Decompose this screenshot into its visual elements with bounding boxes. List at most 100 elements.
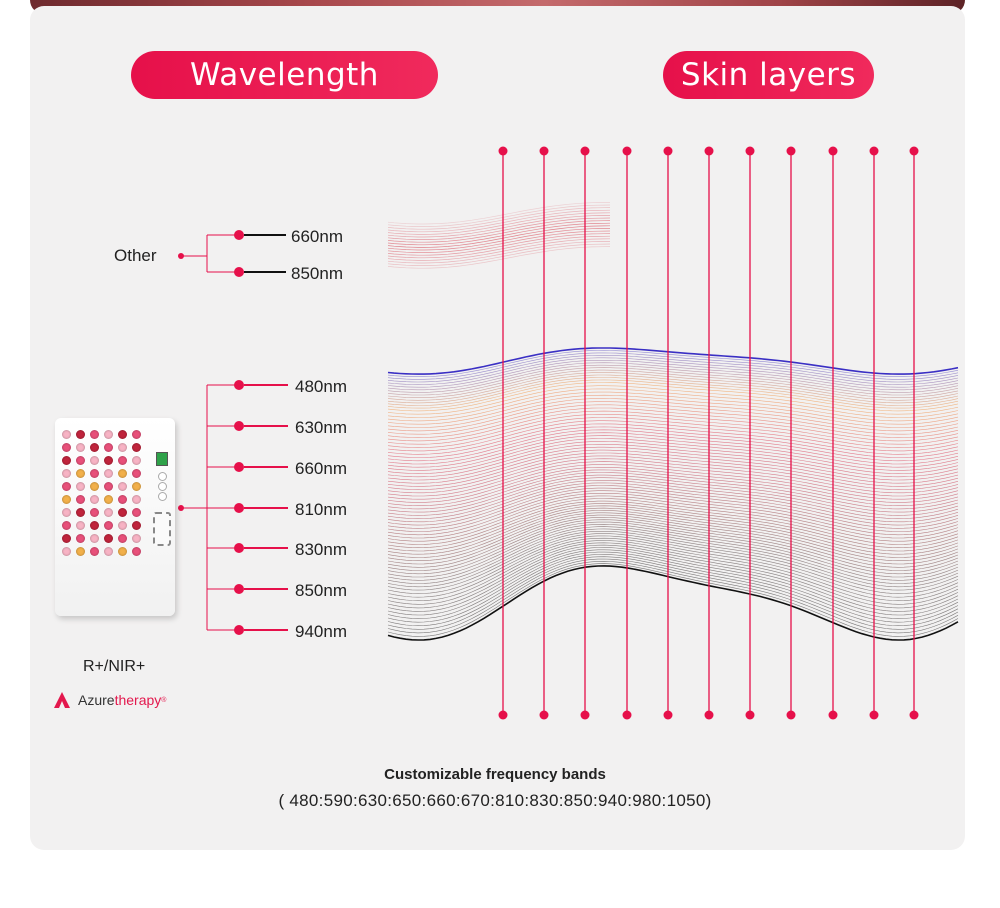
wavelength-item-660: 660nm xyxy=(295,459,347,478)
led-bulb xyxy=(104,534,113,543)
wavelength-header: Wavelength xyxy=(131,51,438,99)
content-panel xyxy=(30,6,965,850)
skin-layer-bottom-dot xyxy=(539,710,549,720)
led-bulb xyxy=(132,430,141,439)
wave-line xyxy=(387,417,959,448)
wave-line xyxy=(387,355,959,383)
brand-name-part2: therapy xyxy=(114,692,162,708)
device-model-label: R+/NIR+ xyxy=(83,658,146,675)
other-wave-line xyxy=(387,241,611,264)
led-bulb xyxy=(104,469,113,478)
skin-layer-lines xyxy=(498,146,919,720)
other-wave-line xyxy=(387,202,611,225)
skin-layer-top-dot xyxy=(622,146,632,156)
led-bulb xyxy=(76,443,85,452)
other-label: Other xyxy=(114,246,157,265)
other-item-dot xyxy=(234,267,244,277)
wave-line xyxy=(387,464,959,500)
wave-line xyxy=(387,498,959,542)
skin-layer-bottom-dot xyxy=(580,710,590,720)
led-bulb xyxy=(62,521,71,530)
wave-line xyxy=(387,404,959,435)
wave-line xyxy=(387,542,959,605)
wave-line xyxy=(387,364,959,393)
wave-line xyxy=(387,347,959,375)
wave-line xyxy=(387,426,959,458)
wave-line xyxy=(387,394,959,425)
led-bulb xyxy=(132,508,141,517)
device-button xyxy=(158,472,167,481)
led-bulb xyxy=(104,547,113,556)
led-bulb xyxy=(76,482,85,491)
other-wave-line xyxy=(387,235,611,259)
wavelength-item-630: 630nm xyxy=(295,418,347,437)
other-wave-line xyxy=(387,222,611,246)
led-bulb xyxy=(118,534,127,543)
skin-layer-bottom-dot xyxy=(663,710,673,720)
led-bulb xyxy=(76,469,85,478)
other-wave-line xyxy=(387,246,611,269)
wave-line xyxy=(387,526,959,581)
wave-line xyxy=(387,461,959,497)
other-wave-line xyxy=(387,243,611,266)
wave-line xyxy=(387,487,959,529)
wave-line xyxy=(387,435,959,468)
wave-line xyxy=(387,432,959,465)
wave-line xyxy=(387,540,959,602)
brand-name-part1: Azure xyxy=(78,692,115,708)
wave-line xyxy=(387,410,959,442)
wave-line xyxy=(387,531,959,588)
led-bulb xyxy=(104,495,113,504)
wavelength-item-dot xyxy=(234,462,244,472)
wave-line xyxy=(387,537,959,598)
wave-line xyxy=(387,477,959,516)
wave-line xyxy=(387,549,959,616)
wave-line xyxy=(387,547,959,612)
led-bulb xyxy=(90,521,99,530)
wave-line xyxy=(387,444,959,478)
wave-line xyxy=(387,398,959,428)
led-bulb xyxy=(90,443,99,452)
wave-line xyxy=(387,458,959,494)
wave-line xyxy=(387,554,959,623)
other-item-dot xyxy=(234,230,244,240)
led-bulb xyxy=(76,508,85,517)
wave-line xyxy=(387,382,959,412)
skin-layer-top-dot xyxy=(580,146,590,156)
other-wave-line xyxy=(387,225,611,248)
wave-line xyxy=(387,452,959,487)
wave-line xyxy=(387,490,959,532)
wave-line xyxy=(387,407,959,438)
wave-line xyxy=(387,523,959,578)
other-wave-line xyxy=(387,204,611,227)
led-bulb xyxy=(118,482,127,491)
wavelength-item-480: 480nm xyxy=(295,377,347,396)
led-bulb xyxy=(90,456,99,465)
wave-line xyxy=(387,379,959,409)
wave-line xyxy=(387,551,959,619)
other-item-850: 850nm xyxy=(291,264,343,283)
led-bulb xyxy=(76,456,85,465)
other-wave-line xyxy=(387,212,611,235)
led-bulb xyxy=(118,469,127,478)
led-bulb xyxy=(76,534,85,543)
led-bulb xyxy=(90,547,99,556)
brand-logo: Azure therapy ® xyxy=(52,688,166,712)
led-bulb xyxy=(104,456,113,465)
brand-registered-mark: ® xyxy=(161,696,167,704)
wave-line xyxy=(387,438,959,471)
wavelength-item-940: 940nm xyxy=(295,622,347,641)
skin-layer-top-dot xyxy=(786,146,796,156)
led-bulb xyxy=(118,521,127,530)
wavelength-item-810: 810nm xyxy=(295,500,347,519)
led-bulb xyxy=(76,547,85,556)
led-bulb xyxy=(118,443,127,452)
wave-line xyxy=(387,352,959,380)
skin-layer-bottom-dot xyxy=(745,710,755,720)
wave-line xyxy=(387,558,959,630)
skin-layer-top-dot xyxy=(828,146,838,156)
skin-layer-top-dot xyxy=(539,146,549,156)
wave-line xyxy=(387,385,959,415)
skin-layer-bottom-dot xyxy=(786,710,796,720)
wave-line xyxy=(387,514,959,565)
